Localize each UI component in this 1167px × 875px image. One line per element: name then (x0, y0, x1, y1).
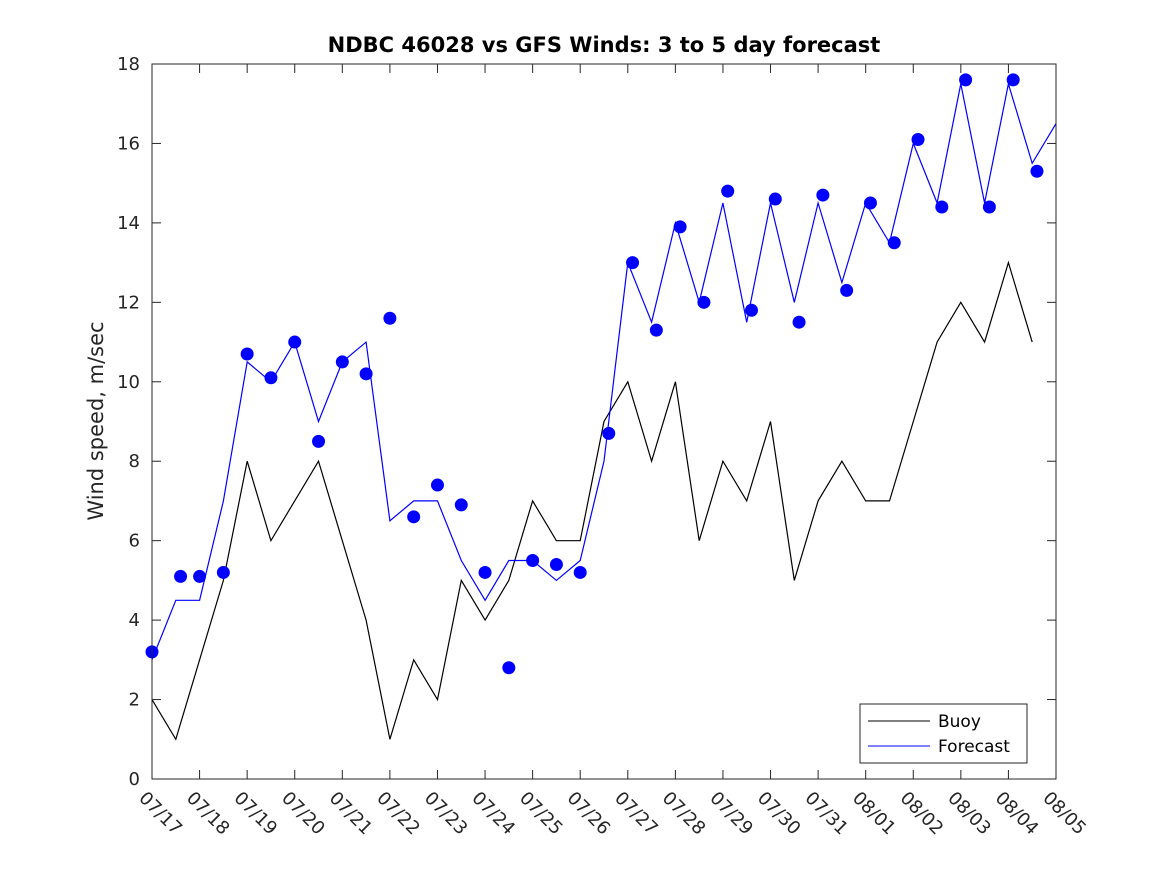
x-tick-label: 08/04 (991, 788, 1043, 840)
forecast-point (768, 192, 782, 206)
plot-frame (151, 63, 1057, 780)
forecast-point (1030, 164, 1044, 178)
forecast-line (151, 83, 1057, 661)
x-tick-label: 07/25 (515, 788, 567, 840)
x-tick-label: 07/31 (801, 788, 853, 840)
x-tick-label: 07/23 (420, 788, 472, 840)
buoy-line (151, 260, 1033, 741)
y-tick-label: 6 (129, 531, 140, 552)
y-tick-label: 12 (117, 292, 140, 313)
forecast-point (982, 200, 996, 214)
x-tick-label: 08/05 (1038, 788, 1090, 840)
y-tick-label: 2 (129, 690, 140, 711)
forecast-point (407, 510, 421, 524)
x-tick-label: 07/29 (705, 788, 757, 840)
forecast-point (911, 132, 925, 146)
chart-title: NDBC 46028 vs GFS Winds: 3 to 5 day fore… (328, 33, 881, 57)
forecast-point (359, 367, 373, 381)
forecast-point (1006, 73, 1020, 87)
forecast-point (526, 554, 540, 568)
forecast-point (840, 283, 854, 297)
forecast-point (697, 295, 711, 309)
x-tick-label: 08/03 (943, 788, 995, 840)
forecast-point (649, 323, 663, 337)
y-tick-label: 0 (129, 769, 140, 790)
forecast-point (312, 434, 326, 448)
legend: Buoy Forecast (859, 703, 1028, 764)
y-tick-label: 4 (129, 610, 140, 631)
forecast-point (721, 184, 735, 198)
forecast-point (288, 335, 302, 349)
forecast-point (193, 569, 207, 583)
forecast-point (454, 498, 468, 512)
x-tick-label: 07/17 (134, 788, 186, 840)
forecast-point (935, 200, 949, 214)
x-tick-label: 07/18 (182, 788, 234, 840)
x-tick-label: 07/24 (468, 788, 520, 840)
legend-buoy-label: Buoy (938, 712, 981, 732)
forecast-point (959, 73, 973, 87)
x-tick-label: 07/30 (753, 788, 805, 840)
y-axis-label: Wind speed, m/sec (84, 321, 108, 520)
forecast-point (792, 315, 806, 329)
y-tick-label: 10 (117, 372, 140, 393)
forecast-markers (145, 73, 1044, 675)
forecast-point (335, 355, 349, 369)
legend-forecast-label: Forecast (938, 737, 1010, 757)
x-tick-label: 08/01 (848, 788, 900, 840)
forecast-series (151, 83, 1057, 661)
x-tick-label: 07/27 (610, 788, 662, 840)
buoy-series (151, 260, 1033, 741)
x-tick-label: 07/22 (372, 788, 424, 840)
x-tick-label: 07/21 (325, 788, 377, 840)
forecast-point (383, 311, 397, 325)
forecast-point (744, 303, 758, 317)
forecast-point (863, 196, 877, 210)
forecast-point (887, 236, 901, 250)
forecast-point (673, 220, 687, 234)
forecast-point (240, 347, 254, 361)
x-tick-label: 07/20 (277, 788, 329, 840)
forecast-point (573, 565, 587, 579)
x-tick-label: 08/02 (896, 788, 948, 840)
y-axis: 0 2 4 6 8 10 12 14 16 18 (117, 54, 1056, 790)
y-tick-label: 14 (117, 213, 140, 234)
forecast-point (174, 569, 188, 583)
forecast-point (549, 558, 563, 571)
x-tick-label: 07/19 (230, 788, 282, 840)
forecast-point (478, 565, 492, 579)
x-tick-label: 07/28 (658, 788, 710, 840)
legend-box (859, 703, 1028, 764)
forecast-point (502, 661, 516, 675)
y-tick-label: 18 (117, 54, 140, 75)
forecast-point (602, 426, 616, 440)
x-tick-label: 07/26 (563, 788, 615, 840)
forecast-point (264, 371, 278, 385)
forecast-point (626, 256, 640, 270)
y-tick-label: 16 (117, 133, 140, 154)
forecast-point (430, 478, 444, 492)
forecast-point (216, 565, 230, 579)
y-tick-label: 8 (129, 451, 140, 472)
forecast-point (816, 188, 830, 202)
